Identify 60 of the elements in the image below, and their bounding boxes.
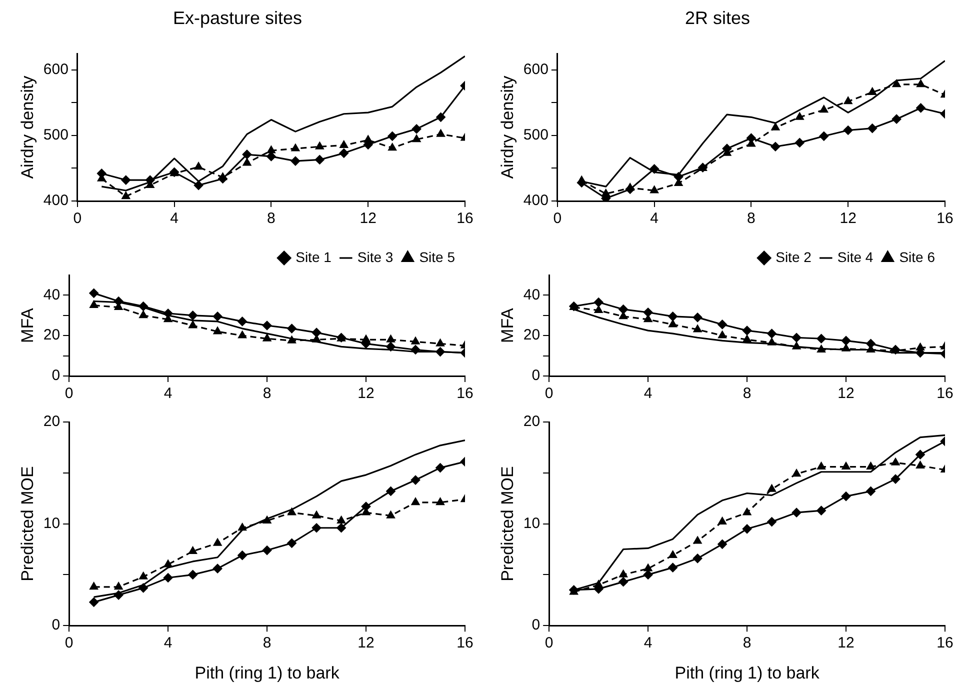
y-axis-title: MFA [18,307,37,343]
legend-label: Site 2 [776,248,812,265]
x-tick-label: 8 [262,385,272,402]
x-tick-label: 12 [840,210,856,228]
x-tick-label: 0 [73,210,82,228]
x-tick-label: 12 [838,634,854,652]
x-axis-title: Pith (ring 1) to bark [674,663,820,682]
x-tick-label: 8 [267,210,276,228]
legend-label: Site 4 [837,248,874,265]
y-tick-label: 0 [52,616,60,634]
x-tick-label: 16 [936,385,954,402]
y-tick-label: 500 [523,126,548,144]
y-tick-label: 500 [43,126,68,144]
x-tick-label: 16 [456,385,474,402]
x-tick-label: 4 [164,385,172,402]
legend-label: Site 5 [419,248,456,265]
y-axis-title: Predicted MOE [498,466,517,582]
legend-label: Site 3 [357,248,394,265]
x-tick-label: 4 [164,634,172,652]
x-tick-label: 4 [650,210,658,228]
y-tick-label: 40 [523,286,540,304]
y-tick-label: 10 [43,514,60,532]
x-axis-title: Pith (ring 1) to bark [194,663,340,682]
y-tick-label: 0 [52,367,60,384]
y-tick-label: 600 [43,61,68,78]
y-tick-label: 600 [523,61,548,78]
x-tick-label: 4 [170,210,178,228]
x-tick-label: 12 [360,210,376,228]
x-tick-label: 8 [742,385,752,402]
y-tick-label: 20 [43,413,60,430]
y-axis-title: Airdry density [18,75,37,179]
legend-label: Site 1 [296,248,332,265]
x-tick-label: 4 [644,634,652,652]
y-axis-title: Predicted MOE [18,466,37,582]
y-axis-title: Airdry density [498,75,517,179]
y-tick-label: 20 [523,413,540,430]
y-tick-label: 0 [532,367,540,384]
x-tick-label: 8 [747,210,756,228]
legend-label: Site 6 [899,248,936,265]
y-tick-label: 20 [43,326,60,344]
x-tick-label: 8 [262,634,272,652]
y-tick-label: 40 [43,286,60,304]
chart-title: 2R sites [684,8,750,28]
y-tick-label: 400 [523,192,548,210]
x-tick-label: 16 [456,634,474,652]
x-tick-label: 16 [456,210,474,228]
x-tick-label: 8 [742,634,752,652]
x-tick-label: 0 [553,210,562,228]
x-tick-label: 12 [358,634,374,652]
y-tick-label: 10 [523,514,540,532]
x-tick-label: 12 [838,385,854,402]
chart-title: Ex-pasture sites [172,8,302,28]
y-tick-label: 400 [43,192,68,210]
x-tick-label: 16 [936,210,954,228]
y-tick-label: 0 [532,616,540,634]
x-tick-label: 16 [936,634,954,652]
y-axis-title: MFA [498,307,517,343]
x-tick-label: 4 [644,385,652,402]
y-tick-label: 20 [523,326,540,344]
x-tick-label: 12 [358,385,374,402]
